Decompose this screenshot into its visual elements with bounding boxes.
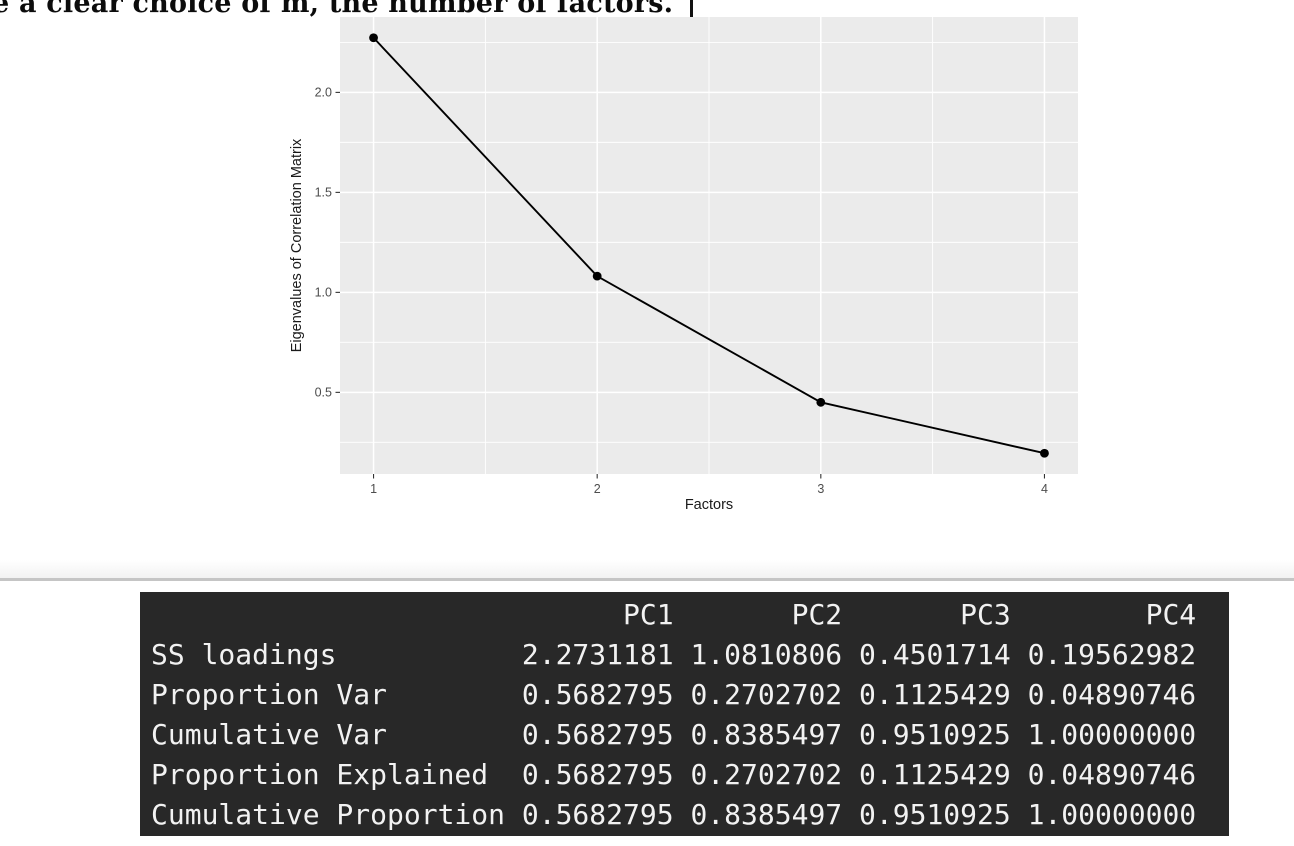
y-tick-label: 1.5	[315, 186, 332, 200]
pane-divider	[0, 578, 1294, 581]
data-line	[372, 37, 1045, 455]
data-point	[1040, 448, 1049, 458]
scree-plot: 1 2 3 4 0.5 1.0 1.5 2.0 Factors Eigenvalues of Co…	[289, 17, 1078, 513]
x-tick-label: 4	[1041, 482, 1048, 496]
console-output-block: PC1 PC2 PC3 PC4 SS loadings 2.2731181 1.…	[140, 592, 1229, 836]
console-output-text: PC1 PC2 PC3 PC4 SS loadings 2.2731181 1.…	[151, 598, 1197, 831]
x-tick-label: 1	[370, 482, 377, 496]
data-point	[592, 271, 602, 281]
x-tick-label: 3	[817, 482, 824, 496]
data-point	[816, 397, 826, 407]
x-axis-title: Factors	[685, 497, 733, 513]
x-tick-label: 2	[594, 482, 601, 496]
y-tick-label: 1.0	[315, 286, 332, 300]
y-tick-label: 2.0	[315, 86, 332, 100]
pane-shadow	[0, 560, 1294, 578]
y-axis-title: Eigenvalues of Correlation Matrix	[289, 138, 305, 352]
y-tick-label: 0.5	[315, 386, 332, 400]
text-caret	[690, 0, 693, 22]
document-text-line[interactable]: e a clear choice of m, the number of fac…	[0, 0, 674, 19]
data-point	[369, 33, 378, 43]
